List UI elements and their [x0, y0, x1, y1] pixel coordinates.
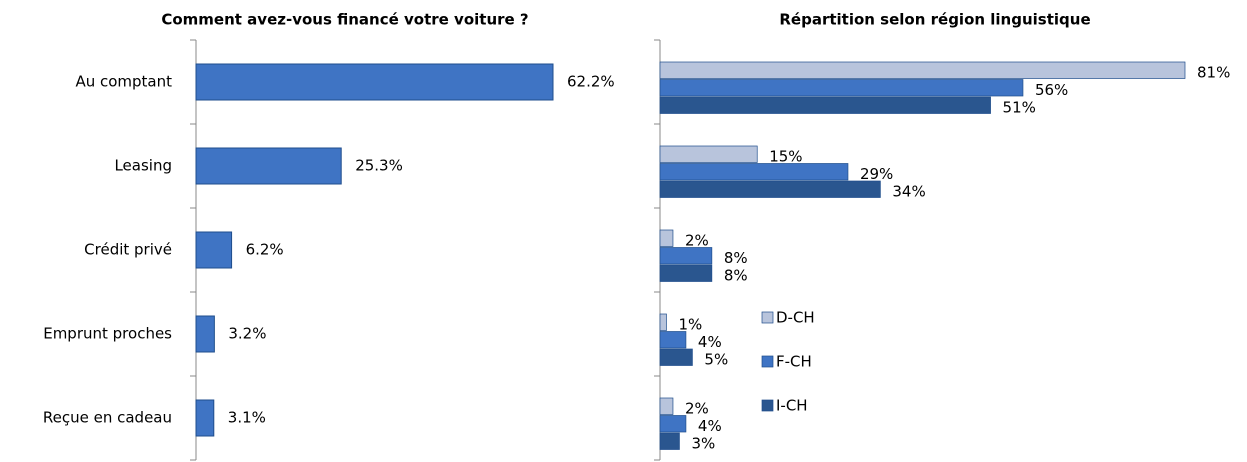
legend-swatch [761, 355, 774, 368]
value-label: 29% [860, 165, 893, 183]
value-label: 81% [1197, 63, 1230, 81]
value-label: 8% [724, 249, 748, 267]
legend-swatch [761, 311, 774, 324]
legend-label: F-CH [776, 353, 812, 371]
bar [659, 313, 667, 331]
value-label: 4% [698, 417, 722, 435]
value-label: 8% [724, 266, 748, 284]
bar [659, 79, 1024, 97]
bar [195, 147, 342, 185]
value-label: 3.2% [228, 325, 266, 343]
value-label: 6.2% [246, 241, 284, 259]
chart-title: Comment avez-vous financé votre voiture … [161, 11, 528, 29]
value-label: 51% [1003, 98, 1036, 116]
value-label: 1% [678, 315, 702, 333]
bar [659, 264, 713, 282]
bar [659, 145, 758, 163]
legend-label: I-CH [776, 397, 808, 415]
bar [659, 247, 713, 265]
value-label: 62.2% [567, 73, 615, 91]
legend-swatch [761, 399, 774, 412]
value-label: 3.1% [228, 409, 266, 427]
category-label: Au comptant [75, 73, 172, 91]
bar [659, 397, 674, 415]
bar [195, 315, 215, 353]
value-label: 25.3% [355, 157, 403, 175]
bar [659, 229, 674, 247]
bar [659, 163, 849, 181]
bar [659, 180, 881, 198]
category-label: Emprunt proches [43, 325, 172, 343]
value-label: 2% [685, 231, 709, 249]
category-label: Reçue en cadeau [43, 409, 172, 427]
value-label: 3% [691, 434, 715, 452]
legend-label: D-CH [776, 309, 815, 327]
bar [659, 96, 991, 114]
value-label: 4% [698, 333, 722, 351]
category-label: Crédit privé [84, 241, 172, 259]
bar [659, 348, 693, 366]
value-label: 5% [704, 350, 728, 368]
value-label: 2% [685, 399, 709, 417]
bar [195, 399, 215, 437]
bar [659, 61, 1186, 79]
value-label: 15% [769, 147, 802, 165]
chart-title: Répartition selon région linguistique [779, 11, 1090, 29]
bar [659, 331, 687, 349]
bar [195, 63, 554, 101]
value-label: 56% [1035, 81, 1068, 99]
bar [195, 231, 233, 269]
value-label: 34% [892, 182, 925, 200]
bar [659, 432, 680, 450]
bar [659, 415, 687, 433]
category-label: Leasing [114, 157, 172, 175]
